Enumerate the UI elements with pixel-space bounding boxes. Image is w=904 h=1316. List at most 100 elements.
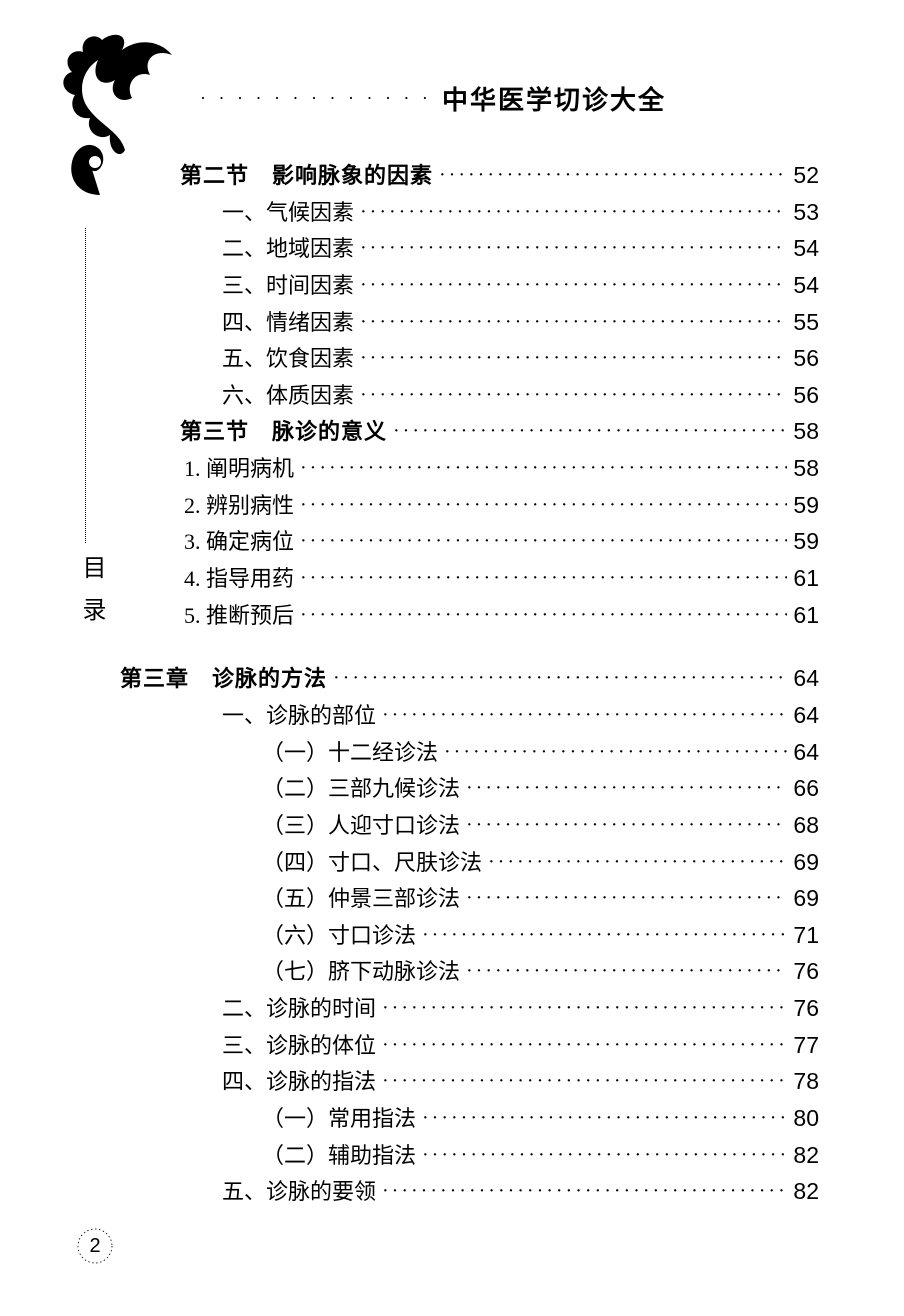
toc-page-number: 69 xyxy=(793,845,819,881)
toc-label: 三、时间因素 xyxy=(222,269,354,303)
toc-leader-dots: ········································… xyxy=(300,453,787,484)
toc-entry: 二、地域因素··································… xyxy=(120,231,819,267)
page-header: · · · · · · · · · · · · · 中华医学切诊大全 xyxy=(200,80,814,117)
header-dots-left: · · · · · · · · · · · · · xyxy=(200,88,432,109)
toc-label: （一）十二经诊法 xyxy=(262,736,438,770)
toc-page-number: 55 xyxy=(793,305,819,341)
toc-page-number: 59 xyxy=(793,524,819,560)
toc-leader-dots: ········································… xyxy=(466,883,787,914)
toc-entry: （三）人迎寸口诊法·······························… xyxy=(120,808,819,844)
toc-page-number: 76 xyxy=(793,954,819,990)
page-number-ornament: 2 xyxy=(75,1226,115,1266)
toc-leader-dots: ········································… xyxy=(300,490,787,521)
toc-entry: （二）三部九候诊法·······························… xyxy=(120,771,819,807)
toc-leader-dots: ········································… xyxy=(444,737,787,768)
toc-page-number: 66 xyxy=(793,771,819,807)
toc-label: 四、诊脉的指法 xyxy=(222,1065,376,1099)
toc-entry: 1. 阐明病机·································… xyxy=(120,451,819,487)
toc-leader-dots: ········································… xyxy=(382,1066,787,1097)
toc-entry: （七）脐下动脉诊法·······························… xyxy=(120,954,819,990)
toc-page-number: 61 xyxy=(793,561,819,597)
toc-page-number: 61 xyxy=(793,598,819,634)
toc-page-number: 56 xyxy=(793,378,819,414)
toc-page-number: 56 xyxy=(793,341,819,377)
toc-page-number: 80 xyxy=(793,1101,819,1137)
toc-label: （二）三部九候诊法 xyxy=(262,772,460,806)
toc-entry: 5. 推断预后·································… xyxy=(120,598,819,634)
side-label-toc: 目录 xyxy=(74,555,109,639)
toc-page-number: 69 xyxy=(793,881,819,917)
toc-page-number: 78 xyxy=(793,1064,819,1100)
toc-label: 1. 阐明病机 xyxy=(184,452,294,486)
toc-leader-dots: ········································… xyxy=(360,197,787,228)
toc-label: 三、诊脉的体位 xyxy=(222,1029,376,1063)
toc-entry: 二、诊脉的时间·································… xyxy=(120,991,819,1027)
toc-leader-dots: ········································… xyxy=(466,810,787,841)
page-number: 2 xyxy=(89,1235,100,1258)
toc-label: （五）仲景三部诊法 xyxy=(262,882,460,916)
toc-entry: 四、诊脉的指法·································… xyxy=(120,1064,819,1100)
toc-page-number: 52 xyxy=(793,158,819,194)
toc-leader-dots: ········································… xyxy=(360,307,787,338)
toc-label: 一、诊脉的部位 xyxy=(222,699,376,733)
toc-leader-dots: ········································… xyxy=(360,233,787,264)
toc-page-number: 68 xyxy=(793,808,819,844)
toc-label: 四、情绪因素 xyxy=(222,306,354,340)
toc-entry: 三、诊脉的体位·································… xyxy=(120,1028,819,1064)
toc-leader-dots: ········································… xyxy=(439,160,787,191)
toc-label: 一、气候因素 xyxy=(222,196,354,230)
toc-entry: 一、诊脉的部位·································… xyxy=(120,698,819,734)
toc-page-number: 82 xyxy=(793,1138,819,1174)
toc-leader-dots: ········································… xyxy=(422,1140,787,1171)
toc-label: 二、诊脉的时间 xyxy=(222,992,376,1026)
toc-leader-dots: ········································… xyxy=(300,600,787,631)
toc-page-number: 82 xyxy=(793,1174,819,1210)
toc-page-number: 54 xyxy=(793,231,819,267)
toc-page-number: 71 xyxy=(793,918,819,954)
toc-entry: （一）常用指法·································… xyxy=(120,1101,819,1137)
toc-leader-dots: ········································… xyxy=(382,993,787,1024)
toc-page-number: 58 xyxy=(793,414,819,450)
toc-label: （三）人迎寸口诊法 xyxy=(262,809,460,843)
toc-entry: 五、饮食因素··································… xyxy=(120,341,819,377)
toc-entry: （二）辅助指法·································… xyxy=(120,1138,819,1174)
toc-leader-dots: ········································… xyxy=(382,1030,787,1061)
toc-label: 第三节 脉诊的意义 xyxy=(180,415,387,449)
toc-label: 2. 辨别病性 xyxy=(184,489,294,523)
toc-leader-dots: ········································… xyxy=(393,416,787,447)
toc-label: 第二节 影响脉象的因素 xyxy=(180,159,433,193)
toc-label: （六）寸口诊法 xyxy=(262,919,416,953)
toc-label: （一）常用指法 xyxy=(262,1102,416,1136)
toc-label: 4. 指导用药 xyxy=(184,562,294,596)
toc-leader-dots: ········································… xyxy=(422,920,787,951)
toc-page-number: 53 xyxy=(793,195,819,231)
toc-label: （七）脐下动脉诊法 xyxy=(262,955,460,989)
toc-leader-dots: ········································… xyxy=(300,563,787,594)
toc-entry: 第三节 脉诊的意义·······························… xyxy=(120,414,819,450)
toc-entry: 四、情绪因素··································… xyxy=(120,305,819,341)
toc-label: （四）寸口、尺肤诊法 xyxy=(262,846,482,880)
toc-entry: 三、时间因素··································… xyxy=(120,268,819,304)
toc-content: 第二节 影响脉象的因素·····························… xyxy=(120,158,819,1211)
vertical-dotted-line xyxy=(85,228,86,543)
toc-label: 第三章 诊脉的方法 xyxy=(120,662,327,696)
toc-leader-dots: ········································… xyxy=(422,1103,787,1134)
toc-leader-dots: ········································… xyxy=(488,847,787,878)
toc-label: 六、体质因素 xyxy=(222,379,354,413)
toc-entry: 3. 确定病位·································… xyxy=(120,524,819,560)
toc-entry: （五）仲景三部诊法·······························… xyxy=(120,881,819,917)
toc-page-number: 59 xyxy=(793,488,819,524)
toc-entry: 六、体质因素··································… xyxy=(120,378,819,414)
toc-leader-dots: ········································… xyxy=(360,343,787,374)
toc-entry: 4. 指导用药·································… xyxy=(120,561,819,597)
toc-leader-dots: ········································… xyxy=(466,956,787,987)
toc-entry: （四）寸口、尺肤诊法······························… xyxy=(120,845,819,881)
toc-label: 3. 确定病位 xyxy=(184,525,294,559)
toc-label: 五、诊脉的要领 xyxy=(222,1175,376,1209)
toc-entry: 一、气候因素··································… xyxy=(120,195,819,231)
toc-leader-dots: ········································… xyxy=(382,1176,787,1207)
toc-page-number: 58 xyxy=(793,451,819,487)
toc-page-number: 76 xyxy=(793,991,819,1027)
toc-entry: 2. 辨别病性·································… xyxy=(120,488,819,524)
toc-label: 五、饮食因素 xyxy=(222,342,354,376)
